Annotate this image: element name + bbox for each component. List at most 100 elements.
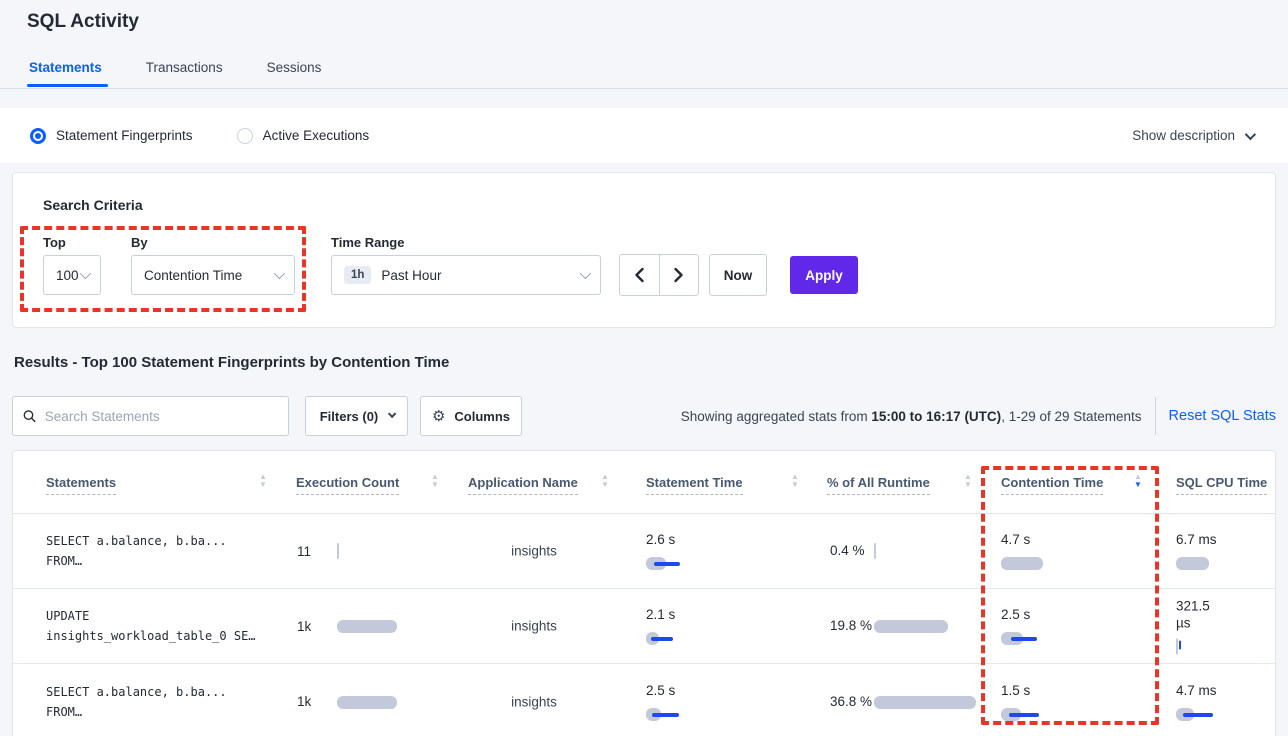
aggregated-stats-text: Showing aggregated stats from 15:00 to 1… — [680, 408, 1142, 424]
application-name-cell: insights — [511, 543, 557, 559]
view-toggle-bar: Statement Fingerprints Active Executions… — [0, 108, 1288, 163]
statement-time-bar — [646, 555, 766, 571]
search-statements-box[interactable] — [12, 396, 289, 436]
tab-statements[interactable]: Statements — [27, 56, 108, 87]
contention-time-bar — [1001, 555, 1121, 571]
vertical-divider — [1154, 397, 1156, 435]
filters-button-label: Filters (0) — [319, 408, 379, 424]
radio-active-executions[interactable]: Active Executions — [236, 127, 370, 144]
sort-icon-contention-time[interactable]: ▲ ▼ — [1134, 472, 1142, 489]
time-range-badge: 1h — [344, 266, 372, 284]
statement-time-cell: 2.5 s — [646, 682, 766, 722]
apply-button[interactable]: Apply — [790, 256, 858, 294]
time-range-label: Time Range — [331, 235, 405, 250]
statement-link[interactable]: UPDATE insights_workload_table_0 SE… — [46, 609, 256, 643]
chevron-down-icon — [1244, 128, 1257, 140]
stats-time-range: 15:00 to 16:17 (UTC) — [871, 408, 1002, 424]
by-label: By — [131, 235, 148, 250]
statements-table: Statements ▲ ▼ Execution Count ▲ ▼ Applica… — [12, 450, 1276, 736]
top-select[interactable]: 100 — [43, 255, 101, 295]
statement-link[interactable]: SELECT a.balance, b.ba... FROM… — [46, 684, 227, 719]
radio-unselected-icon[interactable] — [236, 127, 253, 144]
radio-statement-fingerprints[interactable]: Statement Fingerprints — [30, 127, 193, 144]
columns-button-label: Columns — [454, 408, 511, 424]
search-icon — [23, 410, 36, 423]
sql-cpu-time-cell: 6.7 ms — [1176, 531, 1275, 571]
column-header-statement-time[interactable]: Statement Time — [646, 475, 743, 495]
sort-icon-statements[interactable]: ▲ ▼ — [259, 472, 267, 489]
statement-time-bar — [646, 706, 766, 722]
page-title: SQL Activity — [27, 11, 139, 32]
column-header-execution-count[interactable]: Execution Count — [296, 475, 400, 495]
sort-icon-pct-runtime[interactable]: ▲ ▼ — [964, 472, 972, 489]
active-tab-underline — [27, 84, 108, 87]
chevron-down-icon — [579, 267, 592, 280]
column-header-contention-time[interactable]: Contention Time — [1001, 475, 1104, 495]
search-statements-input[interactable] — [44, 408, 278, 424]
tab-sessions-label: Sessions — [266, 60, 322, 75]
search-criteria-panel: Search Criteria Top 100 By Contention Ti… — [12, 172, 1276, 328]
chevron-down-icon — [273, 267, 286, 280]
table-row: SELECT a.balance, b.ba... FROM… 11 insigh… — [13, 514, 1275, 589]
chevron-down-icon — [388, 409, 397, 419]
execution-count-cell: 11 — [297, 543, 457, 559]
gear-icon: ⚙ — [431, 408, 446, 425]
tab-transactions-label: Transactions — [145, 60, 223, 75]
statement-link[interactable]: SELECT a.balance, b.ba... FROM… — [46, 534, 227, 568]
time-prev-button[interactable] — [620, 255, 660, 295]
column-header-statements[interactable]: Statements — [46, 475, 117, 495]
top-select-value: 100 — [56, 267, 79, 283]
pct-runtime-cell: 0.4 % — [830, 542, 994, 560]
table-header-row: Statements ▲ ▼ Execution Count ▲ ▼ Applica… — [13, 451, 1275, 514]
statement-time-cell: 2.6 s — [646, 531, 766, 571]
sort-icon-statement-time[interactable]: ▲ ▼ — [791, 472, 799, 489]
now-button[interactable]: Now — [709, 254, 767, 296]
execution-count-bar — [337, 618, 457, 634]
column-header-pct-runtime[interactable]: % of All Runtime — [827, 475, 930, 495]
table-row: UPDATE insights_workload_table_0 SE… 1k i… — [13, 589, 1275, 664]
sql-cpu-time-cell: 321.5 µs — [1176, 598, 1275, 655]
contention-time-cell: 4.7 s — [1001, 531, 1121, 571]
contention-time-bar — [1001, 706, 1121, 722]
column-header-application-name[interactable]: Application Name — [468, 475, 578, 495]
statement-time-bar — [646, 630, 766, 646]
sql-cpu-time-bar — [1176, 706, 1275, 722]
time-next-button[interactable] — [660, 255, 699, 295]
pct-runtime-cell: 19.8 % — [830, 617, 994, 635]
tab-sessions[interactable]: Sessions — [265, 56, 324, 87]
sql-cpu-time-bar — [1176, 638, 1275, 655]
by-select[interactable]: Contention Time — [131, 255, 295, 295]
reset-sql-stats-link[interactable]: Reset SQL Stats — [1168, 408, 1276, 424]
sort-icon-execution-count[interactable]: ▲ ▼ — [431, 472, 439, 489]
execution-count-cell: 1k — [297, 694, 457, 710]
pct-runtime-bar — [874, 694, 994, 710]
chevron-right-icon — [674, 267, 683, 283]
radio-statement-fingerprints-label: Statement Fingerprints — [56, 128, 193, 143]
tab-statements-label: Statements — [29, 60, 102, 75]
contention-time-cell: 1.5 s — [1001, 682, 1121, 722]
show-description-toggle[interactable]: Show description — [1132, 128, 1257, 143]
tab-transactions[interactable]: Transactions — [144, 56, 225, 87]
execution-count-bar — [337, 543, 457, 559]
sort-icon-application-name[interactable]: ▲ ▼ — [601, 472, 609, 489]
sql-cpu-time-cell: 4.7 ms — [1176, 682, 1275, 722]
table-row: SELECT a.balance, b.ba... FROM… 1k insigh… — [13, 664, 1275, 736]
radio-selected-icon[interactable] — [30, 127, 46, 144]
contention-time-bar — [1001, 630, 1121, 646]
pct-runtime-bar — [874, 618, 994, 634]
execution-count-cell: 1k — [297, 618, 457, 634]
sql-cpu-time-bar — [1176, 555, 1275, 571]
column-header-sql-cpu-time[interactable]: SQL CPU Time — [1176, 475, 1268, 495]
statement-time-cell: 2.1 s — [646, 606, 766, 646]
pct-runtime-bar — [874, 543, 994, 559]
top-label: Top — [43, 235, 66, 250]
pct-runtime-cell: 36.8 % — [830, 693, 994, 711]
columns-button[interactable]: ⚙ Columns — [420, 396, 522, 436]
contention-time-cell: 2.5 s — [1001, 606, 1121, 646]
time-range-select[interactable]: 1h Past Hour — [331, 255, 601, 295]
radio-active-executions-label: Active Executions — [262, 128, 370, 143]
by-select-value: Contention Time — [144, 267, 243, 283]
filters-button[interactable]: Filters (0) — [305, 396, 408, 436]
results-toolbar: Filters (0) ⚙ Columns Showing aggregated… — [12, 396, 1276, 436]
